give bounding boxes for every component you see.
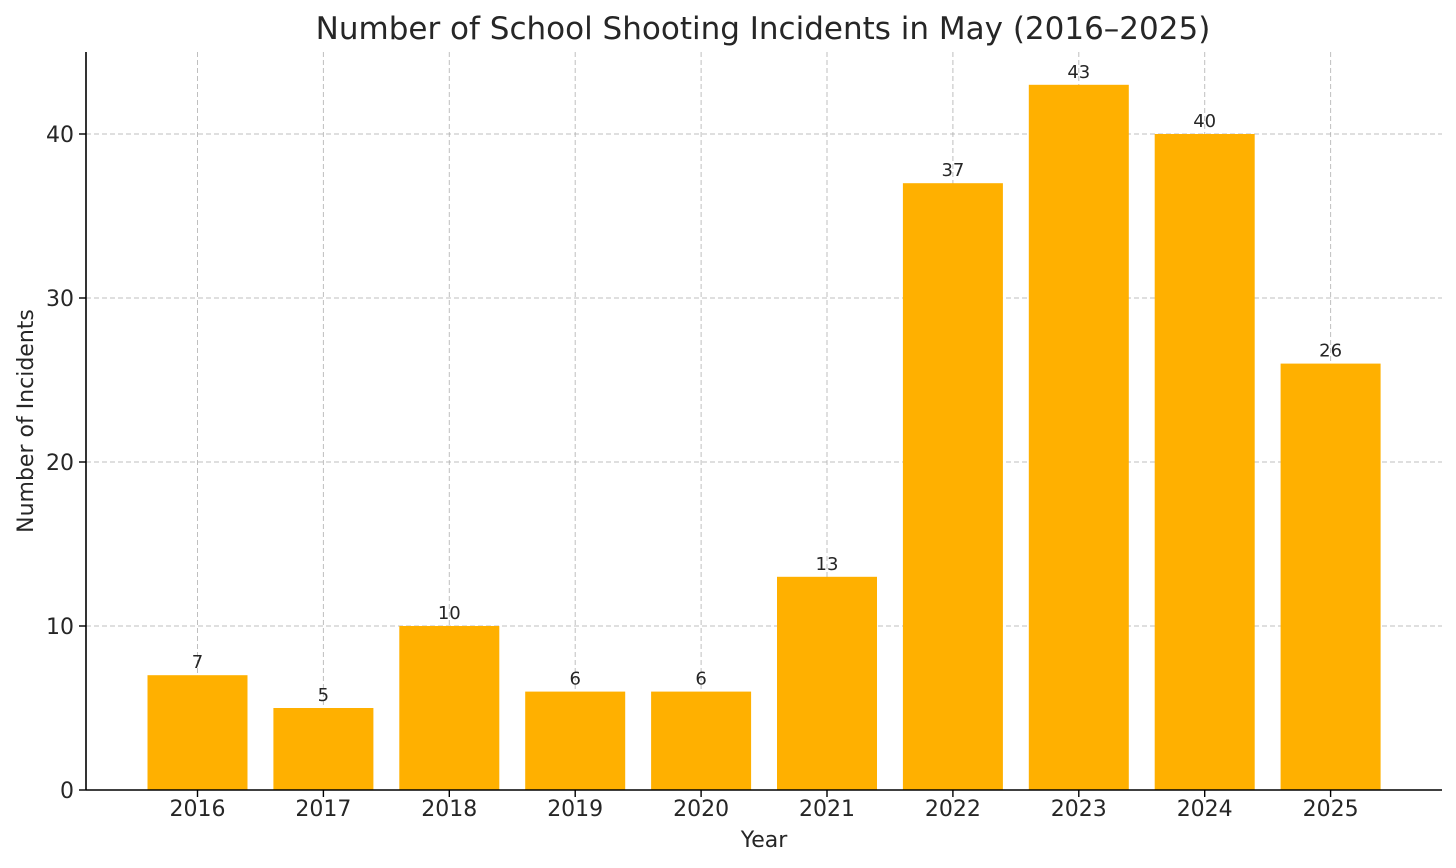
y-ticks: 0 10 20 30 40 [46,123,86,804]
x-tick-label: 2018 [421,797,477,822]
data-label-2022: 37 [941,160,964,181]
y-axis-label: Number of Incidents [14,309,39,533]
chart-title: Number of School Shooting Incidents in M… [316,11,1211,47]
data-label-2023: 43 [1067,62,1090,83]
x-tick-label: 2016 [170,797,226,822]
data-label-2016: 7 [192,652,203,673]
data-labels: 7 5 10 6 6 13 37 43 40 26 [192,62,1342,706]
bar-2020 [651,691,752,790]
bar-2018 [399,626,500,790]
bar-2025 [1280,363,1381,790]
x-axis-label: Year [740,828,789,853]
y-tick-label: 0 [60,779,74,804]
x-tick-label: 2022 [925,797,981,822]
x-tick-label: 2020 [673,797,729,822]
data-label-2025: 26 [1319,341,1342,362]
bar-2021 [777,576,877,790]
x-tick-label: 2023 [1051,797,1107,822]
x-tick-label: 2024 [1177,797,1233,822]
data-label-2018: 10 [438,603,461,624]
y-tick-label: 40 [46,123,74,148]
data-label-2024: 40 [1193,111,1216,132]
x-tick-label: 2019 [547,797,603,822]
x-ticks: 2016 2017 2018 2019 2020 2021 2022 2023 2024 2025 [170,790,1359,822]
data-label-2021: 13 [816,554,839,575]
x-tick-label: 2017 [295,797,351,822]
x-tick-label: 2025 [1303,797,1359,822]
bars [147,84,1381,791]
y-tick-label: 10 [46,615,74,640]
data-label-2017: 5 [318,685,329,706]
bar-2024 [1154,134,1255,790]
bar-2022 [902,183,1003,790]
bar-2016 [147,675,248,790]
y-tick-label: 30 [46,287,74,312]
x-tick-label: 2021 [799,797,855,822]
axes [85,52,1442,791]
bar-2023 [1028,84,1129,791]
data-label-2020: 6 [695,669,706,690]
bar-2017 [273,708,374,790]
bar-2019 [525,691,626,790]
data-label-2019: 6 [569,669,580,690]
y-tick-label: 20 [46,451,74,476]
